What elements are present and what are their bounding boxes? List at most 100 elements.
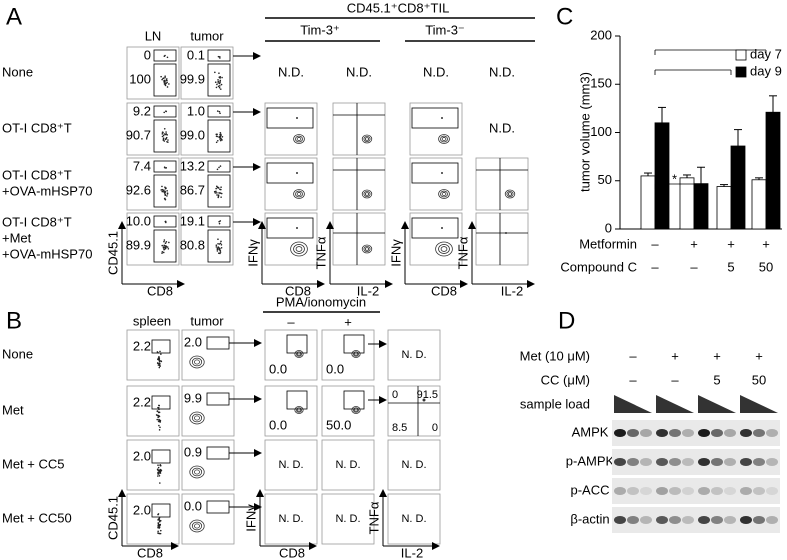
gate-percent: 9.2 xyxy=(133,103,151,118)
load-label: sample load xyxy=(520,396,590,411)
gate xyxy=(153,174,177,208)
contour xyxy=(295,135,303,143)
band xyxy=(669,487,681,495)
y-tick-label: 200 xyxy=(590,27,612,42)
event-dot xyxy=(162,190,164,192)
event-dot xyxy=(220,83,223,86)
y-axis-label: CD45.1 xyxy=(105,231,120,275)
event-dot xyxy=(158,473,160,475)
y-axis-label: TNFα xyxy=(313,236,328,269)
contour xyxy=(364,192,370,196)
band xyxy=(656,458,668,466)
event-dot xyxy=(166,86,169,88)
event-dot xyxy=(216,168,219,171)
panel-label: D xyxy=(558,307,575,334)
plot-frame xyxy=(180,212,234,266)
event-dot xyxy=(220,240,222,243)
event-dot xyxy=(217,80,220,83)
event-dot xyxy=(158,364,161,367)
event-dot xyxy=(163,111,166,114)
gate xyxy=(266,162,314,184)
event-dot xyxy=(165,241,168,243)
event-dot xyxy=(218,220,220,223)
event-dot xyxy=(220,247,223,249)
plot-frame xyxy=(387,493,441,545)
column-header: tumor xyxy=(190,313,224,328)
event-dot xyxy=(215,246,218,248)
contour xyxy=(361,134,373,144)
gate xyxy=(153,119,177,153)
band xyxy=(766,487,778,495)
event-dot xyxy=(159,532,162,535)
blot-label: p-AMPK xyxy=(566,453,615,468)
quadrant-percent: 8.5 xyxy=(392,422,407,434)
event-dot xyxy=(165,110,167,112)
band xyxy=(698,487,710,495)
band xyxy=(640,516,652,524)
event-dot xyxy=(161,185,163,188)
event-dot xyxy=(157,407,160,409)
event-dot xyxy=(158,360,161,363)
legend-swatch xyxy=(735,49,747,61)
event-dot xyxy=(164,193,166,196)
event-dot xyxy=(163,140,166,142)
event-dot xyxy=(157,351,159,354)
not-detected: N. D. xyxy=(278,513,303,525)
contour xyxy=(297,352,301,356)
gate xyxy=(207,174,231,208)
event-dot xyxy=(214,81,217,84)
gate xyxy=(151,339,171,354)
event-dot xyxy=(163,166,166,169)
plot-frame xyxy=(264,385,318,437)
row-label: OT-I CD8⁺T xyxy=(2,167,72,182)
gate xyxy=(153,160,177,173)
band xyxy=(640,429,652,437)
event-dot xyxy=(162,134,165,137)
gate-percent: 2.0 xyxy=(184,334,202,349)
gate-percent: 0.0 xyxy=(184,498,202,513)
event-dot xyxy=(161,133,164,135)
gate xyxy=(153,63,177,97)
contour xyxy=(440,190,448,198)
band xyxy=(753,516,765,524)
bar xyxy=(654,122,670,230)
event-dot xyxy=(168,83,170,85)
gate-percent: 2.0 xyxy=(133,448,151,463)
event-dot xyxy=(158,415,160,418)
plot-frame xyxy=(475,212,529,266)
event-dot xyxy=(296,117,298,119)
gate xyxy=(207,105,231,118)
event-dot xyxy=(219,132,222,134)
load-wedge xyxy=(656,395,694,413)
contour xyxy=(194,523,200,529)
contour xyxy=(440,135,448,143)
til-group: Tim-3⁻ xyxy=(425,22,465,37)
plot-frame xyxy=(126,385,180,437)
band xyxy=(740,487,752,495)
event-dot xyxy=(219,251,222,253)
event-dot xyxy=(161,78,163,81)
contour xyxy=(364,247,370,251)
gate xyxy=(207,160,231,173)
row-label: None xyxy=(2,346,33,361)
contour xyxy=(351,406,361,414)
band xyxy=(724,458,736,466)
treatment-value: – xyxy=(629,372,637,387)
event-dot xyxy=(216,83,218,86)
band xyxy=(656,429,668,437)
event-dot xyxy=(163,79,166,82)
plot-frame xyxy=(126,102,180,156)
plot-frame xyxy=(126,46,180,100)
x-axis-label: IL-2 xyxy=(357,283,379,298)
event-dot xyxy=(219,133,221,136)
contour xyxy=(293,244,305,254)
gate-percent: 89.9 xyxy=(126,237,151,252)
plot-frame xyxy=(180,157,234,211)
event-dot xyxy=(505,232,507,234)
event-dot xyxy=(158,359,161,362)
event-dot xyxy=(441,117,443,119)
band xyxy=(724,516,736,524)
blot xyxy=(612,478,780,504)
event-dot xyxy=(219,57,221,59)
gate xyxy=(151,503,171,518)
